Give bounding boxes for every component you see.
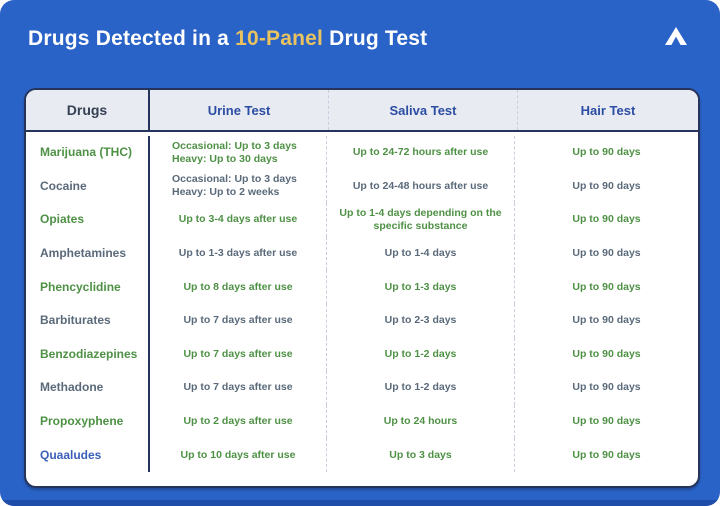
saliva-test-value: Up to 1-4 days [326, 236, 514, 271]
saliva-test-value: Up to 24 hours [326, 404, 514, 439]
table-row: Quaaludes Up to 10 days after use Up to 3 … [26, 438, 698, 472]
drug-name: Benzodiazepines [40, 346, 138, 361]
hair-test-value: Up to 90 days [514, 136, 698, 170]
urine-test-value: Occasional: Up to 3 days Heavy: Up to 30 … [148, 136, 326, 170]
drug-table-card: Drugs Urine Test Saliva Test Hair Test M… [24, 88, 700, 488]
table-header-row: Drugs Urine Test Saliva Test Hair Test [26, 90, 698, 132]
table-row: Cocaine Occasional: Up to 3 days Heavy: Up… [26, 169, 698, 204]
column-header-hair: Hair Test [517, 90, 698, 130]
canvas-bottom-edge [0, 500, 720, 506]
drug-name: Phencyclidine [40, 279, 121, 294]
drug-name: Propoxyphene [40, 414, 124, 429]
drug-name: Opiates [40, 212, 85, 227]
table-row: Barbiturates Up to 7 days after use Up to … [26, 303, 698, 338]
column-header-urine: Urine Test [148, 90, 328, 130]
saliva-test-value: Up to 1-4 days depending on the specific… [326, 203, 514, 237]
urine-test-value: Up to 1-3 days after use [148, 236, 326, 271]
drug-name: Cocaine [40, 178, 87, 193]
urine-test-value: Occasional: Up to 3 days Heavy: Up to 2 w… [148, 169, 326, 204]
title-highlight: 10-Panel [235, 27, 324, 50]
drug-name: Amphetamines [40, 246, 127, 261]
saliva-test-value: Up to 24-48 hours after use [326, 169, 514, 204]
urine-test-value: Up to 3-4 days after use [148, 203, 326, 237]
hair-test-value: Up to 90 days [514, 404, 698, 439]
table-row: Phencyclidine Up to 8 days after use Up to… [26, 270, 698, 304]
hair-test-value: Up to 90 days [514, 169, 698, 204]
hair-test-value: Up to 90 days [514, 438, 698, 472]
hair-test-value: Up to 90 days [514, 337, 698, 372]
urine-test-value: Up to 2 days after use [148, 404, 326, 439]
table-row: Benzodiazepines Up to 7 days after use Up … [26, 337, 698, 372]
column-header-drugs: Drugs [66, 102, 108, 118]
saliva-test-value: Up to 1-2 days [326, 337, 514, 372]
saliva-test-value: Up to 1-3 days [326, 270, 514, 304]
hair-test-value: Up to 90 days [514, 236, 698, 271]
urine-test-value: Up to 7 days after use [148, 337, 326, 372]
title-prefix: Drugs Detected in a [28, 27, 236, 50]
drug-name: Barbiturates [40, 313, 111, 328]
saliva-test-value: Up to 3 days [326, 438, 514, 472]
table-row: Marijuana (THC) Occasional: Up to 3 days H… [26, 136, 698, 170]
table-row: Methadone Up to 7 days after use Up to 1-2… [26, 371, 698, 405]
title-bar: Drugs Detected in a 10-Panel Drug Test [0, 0, 720, 51]
hair-test-value: Up to 90 days [514, 203, 698, 237]
urine-test-value: Up to 7 days after use [148, 303, 326, 338]
column-header-saliva: Saliva Test [328, 90, 517, 130]
urine-test-value: Up to 8 days after use [148, 270, 326, 304]
drug-name: Methadone [40, 380, 104, 395]
chevron-up-logo-icon [665, 27, 687, 45]
urine-test-value: Up to 10 days after use [148, 438, 326, 472]
title-suffix: Drug Test [323, 27, 428, 50]
table-body: Marijuana (THC) Occasional: Up to 3 days H… [26, 132, 698, 486]
table-row: Propoxyphene Up to 2 days after use Up to … [26, 404, 698, 439]
urine-test-value: Up to 7 days after use [148, 371, 326, 405]
hair-test-value: Up to 90 days [514, 371, 698, 405]
hair-test-value: Up to 90 days [514, 270, 698, 304]
table-row: Opiates Up to 3-4 days after use Up to 1-4… [26, 203, 698, 237]
page-title: Drugs Detected in a 10-Panel Drug Test [28, 26, 692, 51]
saliva-test-value: Up to 24-72 hours after use [326, 136, 514, 170]
drug-name: Marijuana (THC) [40, 145, 133, 160]
table-row: Amphetamines Up to 1-3 days after use Up t… [26, 236, 698, 271]
saliva-test-value: Up to 1-2 days [326, 371, 514, 405]
hair-test-value: Up to 90 days [514, 303, 698, 338]
saliva-test-value: Up to 2-3 days [326, 303, 514, 338]
drug-name: Quaaludes [40, 447, 102, 462]
